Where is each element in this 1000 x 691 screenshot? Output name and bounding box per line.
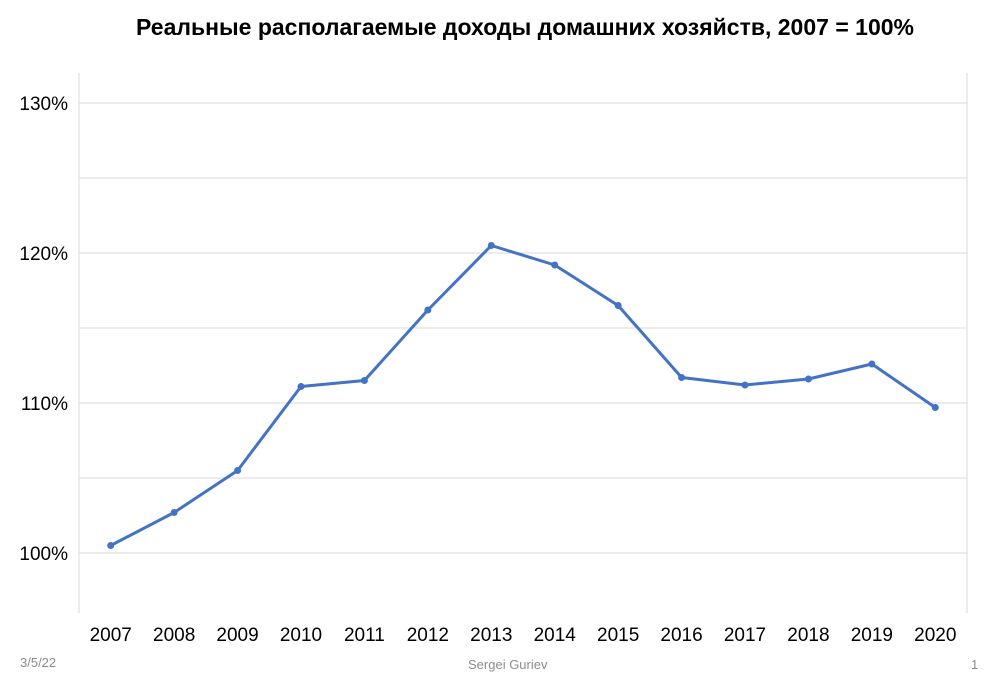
slide-author: Sergei Guriev [468, 657, 548, 672]
data-point [360, 377, 368, 384]
series-line [109, 244, 937, 547]
data-point [804, 375, 812, 383]
x-tick-label: 2016 [660, 625, 702, 646]
y-tick-label: 110% [21, 394, 68, 415]
x-tick-label: 2008 [153, 625, 195, 646]
data-point [487, 242, 495, 249]
data-point [424, 306, 432, 314]
y-tick-label: 130% [19, 94, 68, 115]
x-tick-label: 2010 [280, 625, 322, 646]
slide-page-number: 1 [971, 657, 979, 672]
data-point [107, 542, 115, 549]
x-tick-label: 2018 [787, 625, 829, 646]
x-tick-label: 2014 [534, 625, 577, 646]
x-tick-label: 2009 [216, 625, 258, 646]
data-point [931, 404, 939, 411]
x-tick-label: 2015 [597, 625, 639, 646]
y-tick-label: 100% [19, 544, 68, 565]
slide-date: 3/5/22 [20, 655, 57, 670]
data-point [551, 261, 559, 269]
x-tick-label: 2011 [344, 625, 385, 646]
x-tick-label: 2007 [90, 625, 132, 646]
y-tick-label: 120% [19, 244, 68, 265]
data-point [170, 509, 178, 516]
chart-title: Реальные располагаемые доходы домашних х… [136, 14, 914, 40]
data-point [868, 360, 876, 368]
x-tick-label: 2017 [724, 625, 766, 646]
x-tick-label: 2020 [914, 625, 956, 646]
x-tick-label: 2012 [407, 625, 449, 646]
data-point [614, 302, 622, 309]
x-tick-label: 2013 [470, 625, 512, 646]
data-point [297, 383, 305, 390]
data-point [678, 374, 686, 381]
data-point [234, 467, 242, 474]
x-tick-label: 2019 [851, 625, 893, 646]
data-point [741, 381, 749, 389]
